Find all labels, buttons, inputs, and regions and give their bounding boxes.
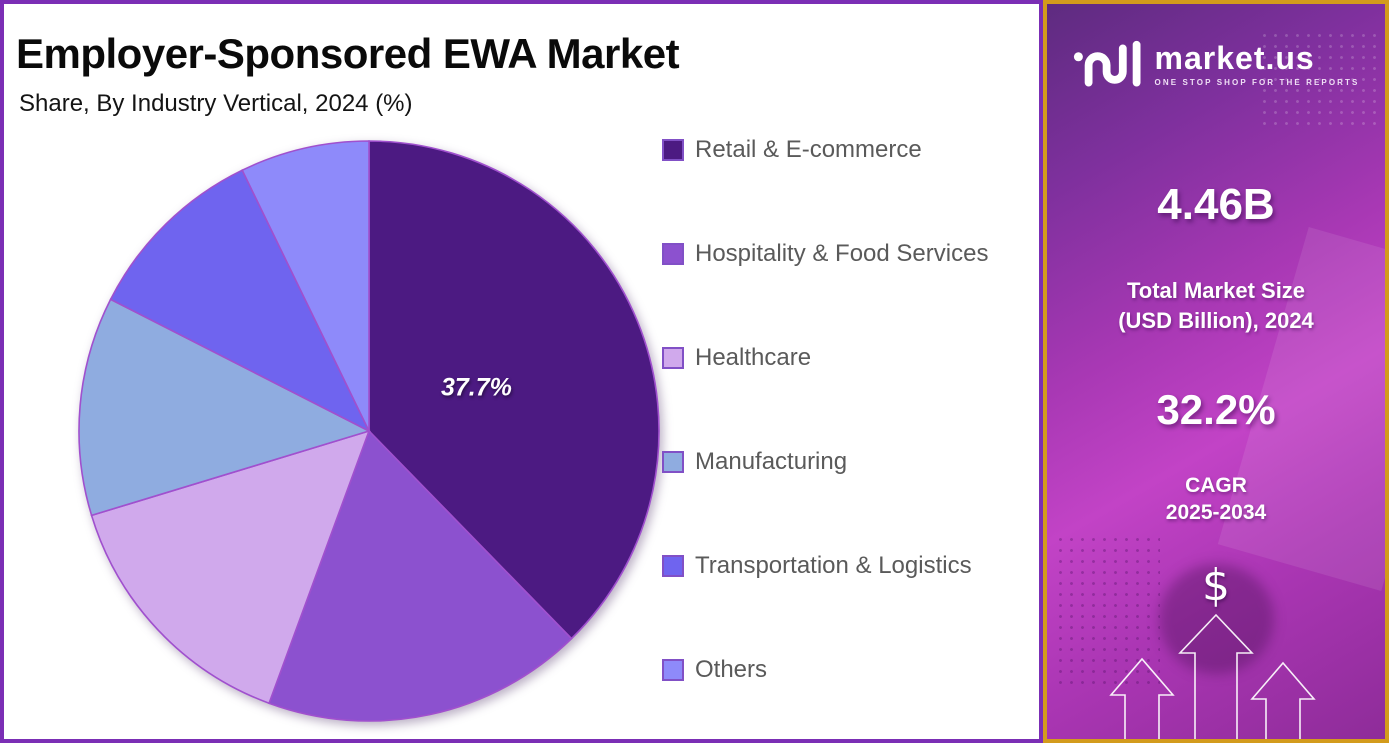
legend-swatch: [662, 451, 684, 473]
dots-texture-top: [1259, 30, 1379, 125]
legend-label: Others: [695, 656, 768, 683]
pie-slice-4: [109, 169, 371, 433]
chart-legend: Retail & E-commerce Hospitality & Food Se…: [662, 98, 988, 722]
brand-sidebar: market.us ONE STOP SHOP FOR THE REPORTS …: [1043, 0, 1389, 743]
page-title: Employer-Sponsored EWA Market: [16, 30, 680, 77]
legend-swatch: [662, 243, 684, 265]
legend-item: Retail & E-commerce: [662, 98, 988, 202]
pie-slice-2: [90, 429, 371, 705]
pie-slice-3: [78, 298, 372, 517]
pie-svg: 37.7%: [78, 140, 660, 722]
brand-text: market.us ONE STOP SHOP FOR THE REPORTS: [1155, 42, 1360, 87]
legend-swatch: [662, 659, 684, 681]
pie-slice-0: [368, 140, 660, 640]
total-market-size-label-line1: Total Market Size: [1126, 278, 1306, 303]
legend-item: Hospitality & Food Services: [662, 202, 988, 306]
total-market-size-label: Total Market Size (USD Billion), 2024: [1047, 276, 1385, 335]
legend-item: Healthcare: [662, 306, 988, 410]
growth-arrow-middle: [1178, 613, 1254, 739]
growth-arrow-left: [1109, 657, 1175, 739]
cagr-label: CAGR 2025-2034: [1047, 472, 1385, 527]
cagr-label-line1: CAGR: [1185, 474, 1247, 497]
total-market-size-label-line2: (USD Billion), 2024: [1118, 307, 1314, 333]
growth-arrows-icon: [1109, 613, 1316, 739]
legend-swatch: [662, 139, 684, 161]
chart-panel: Employer-Sponsored EWA Market Share, By …: [0, 0, 1043, 743]
legend-label: Transportation & Logistics: [695, 552, 972, 579]
pie-chart: 37.7%: [69, 131, 669, 731]
legend-item: Manufacturing: [662, 410, 988, 514]
pie-data-label: 37.7%: [441, 373, 512, 401]
legend-item: Others: [662, 618, 988, 722]
marketus-logo-icon: [1073, 40, 1141, 87]
legend-swatch: [662, 347, 684, 369]
legend-label: Manufacturing: [695, 448, 848, 475]
brand-name: market.us: [1154, 39, 1315, 76]
legend-label: Hospitality & Food Services: [695, 240, 989, 267]
background-photo-blob: [1159, 564, 1274, 674]
growth-arrow-right: [1250, 661, 1316, 739]
brand-logo: market.us ONE STOP SHOP FOR THE REPORTS: [1047, 40, 1385, 88]
legend-label: Healthcare: [695, 344, 812, 371]
chart-subtitle: Share, By Industry Vertical, 2024 (%): [19, 90, 413, 117]
legend-label: Retail & E-commerce: [695, 136, 922, 163]
cagr-value: 32.2%: [1156, 386, 1276, 433]
cagr-label-line2: 2025-2034: [1165, 501, 1267, 525]
dollar-icon: $: [1202, 560, 1230, 611]
total-market-size-value: 4.46B: [1157, 180, 1275, 229]
pie-slice-5: [241, 140, 370, 432]
legend-swatch: [662, 555, 684, 577]
legend-item: Transportation & Logistics: [662, 514, 988, 618]
pie-slice-1: [268, 429, 573, 722]
brand-tagline: ONE STOP SHOP FOR THE REPORTS: [1154, 77, 1360, 87]
